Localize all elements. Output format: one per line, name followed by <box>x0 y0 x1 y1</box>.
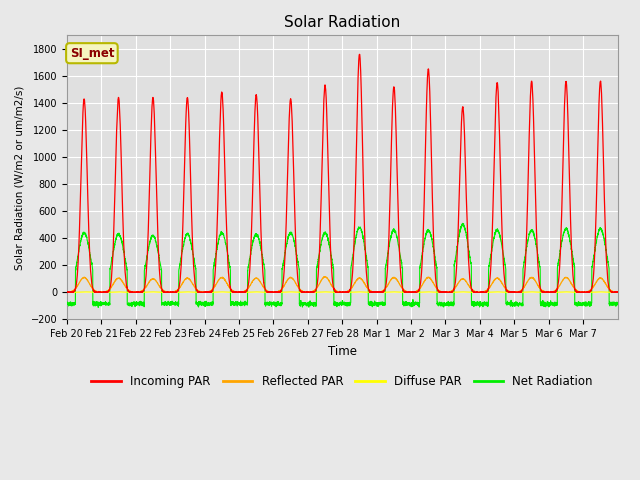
Text: SI_met: SI_met <box>70 47 114 60</box>
X-axis label: Time: Time <box>328 345 356 358</box>
Legend: Incoming PAR, Reflected PAR, Diffuse PAR, Net Radiation: Incoming PAR, Reflected PAR, Diffuse PAR… <box>87 371 598 393</box>
Y-axis label: Solar Radiation (W/m2 or um/m2/s): Solar Radiation (W/m2 or um/m2/s) <box>15 85 25 270</box>
Title: Solar Radiation: Solar Radiation <box>284 15 401 30</box>
